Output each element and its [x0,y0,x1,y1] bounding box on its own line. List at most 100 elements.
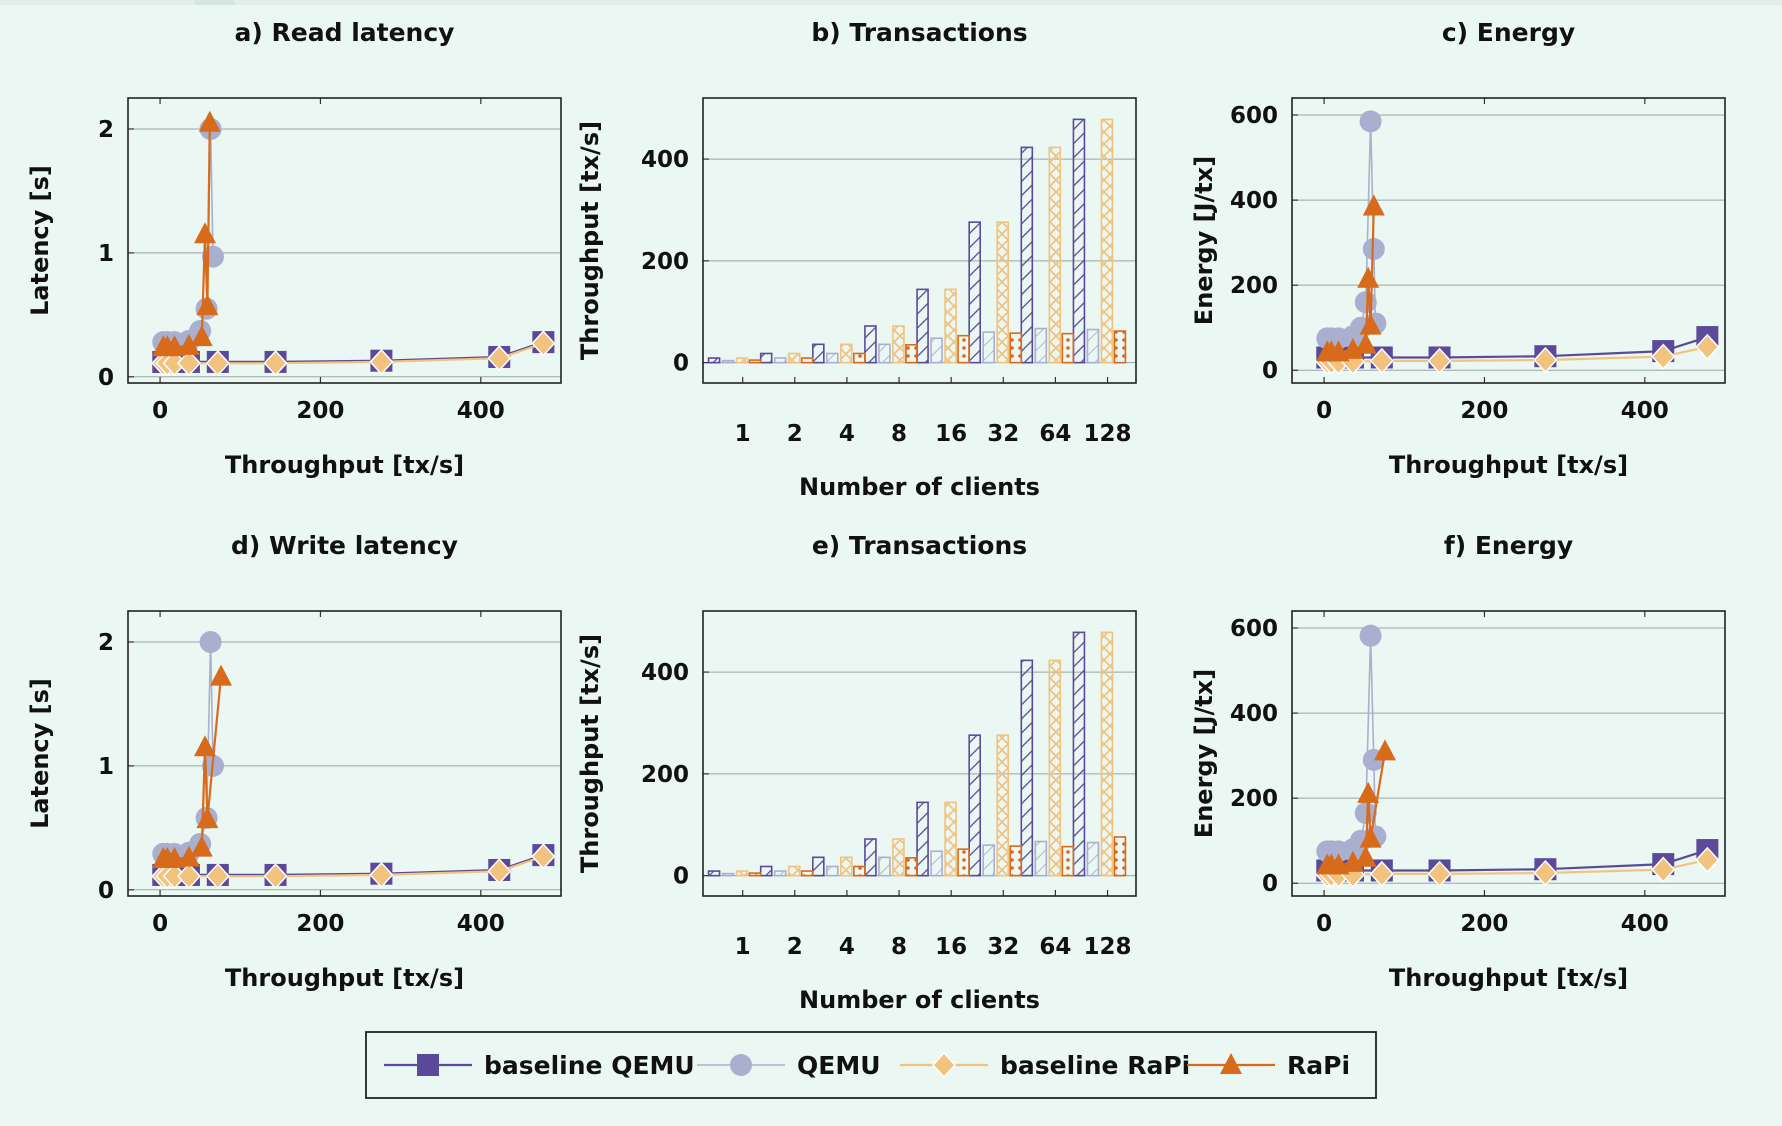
data-point [198,110,221,132]
data-point [190,325,213,347]
y-axis-label: Latency [s] [26,165,54,316]
bar [968,221,981,364]
x-axis-label: Number of clients [799,473,1040,501]
legend-label: QEMU [797,1051,881,1080]
x-tick-label: 128 [1084,934,1132,960]
bar [982,331,995,364]
x-tick-label: 400 [1621,398,1669,424]
x-axis-label: Throughput [tx/s] [225,964,464,992]
chart-panel: a) Read latency 0 1 2 0 200 400 Throughput [tx/… [26,18,562,479]
top-strip-tab [195,0,235,5]
data-point [199,630,222,653]
bar [1020,659,1034,877]
x-tick-label: 64 [1039,421,1071,447]
y-tick-label: 2 [98,117,114,143]
y-tick-label: 2 [98,630,114,656]
y-tick-label: 400 [641,147,689,173]
data-point [1357,781,1380,803]
legend-label: RaPi [1287,1051,1350,1080]
data-point [193,735,216,757]
bar [826,352,839,364]
bar [1086,841,1100,877]
data-point [1651,343,1676,370]
bar [1048,659,1062,877]
x-tick-label: 4 [839,421,855,447]
y-tick-label: 0 [673,351,689,377]
data-point [1651,856,1676,883]
x-tick-label: 2 [787,934,803,960]
y-tick-label: 0 [1262,871,1278,897]
plot-area [1315,110,1720,375]
bar [864,838,877,877]
bar [968,734,981,877]
x-tick-label: 4 [839,934,855,960]
chart-panel: d) Write latency 0 1 2 0 200 400 Throughput [tx… [26,531,562,992]
bar [1086,328,1100,364]
data-point [1362,238,1385,261]
y-tick-label: 0 [98,365,114,391]
bar [721,359,735,364]
bar [800,357,814,364]
bar [1072,631,1086,877]
data-point [1359,624,1382,647]
x-tick-label: 400 [1621,911,1669,937]
data-point [1427,860,1452,887]
bar [1100,631,1114,877]
plot-frame [702,97,1137,384]
bar [787,865,801,877]
bar [1113,836,1127,877]
data-point [1354,332,1377,354]
x-tick-label: 1 [735,421,751,447]
bar [916,801,929,877]
x-tick-label: 8 [891,934,907,960]
bar [1048,146,1062,364]
x-axis-label: Throughput [tx/s] [225,451,464,479]
bar [930,850,943,877]
chart-panel: f) Energy 0 200 400 600 0 200 400 Throughput [tx… [1190,531,1726,992]
plot-area [151,630,556,890]
bar [1020,146,1034,364]
legend-marker [1220,1053,1242,1074]
x-axis-label: Number of clients [799,986,1040,1014]
data-point [369,348,394,376]
bar [1113,330,1127,364]
bar [1061,845,1075,877]
data-point [163,846,186,868]
data-point [487,858,512,885]
bar [1009,845,1022,877]
y-tick-label: 400 [1230,701,1278,727]
data-point [176,863,201,890]
plot-frame [1291,97,1726,384]
bar [916,288,929,364]
bar [707,357,721,364]
data-point [1369,347,1394,374]
x-tick-label: 16 [935,934,967,960]
bar [812,856,825,877]
bar [812,343,825,364]
bar [853,865,866,877]
bar [1100,118,1114,364]
data-point [369,861,394,889]
y-tick-label: 1 [98,241,114,267]
bar [840,856,853,877]
data-point [1354,291,1377,314]
data-point [177,845,200,867]
plot-frame [127,97,562,384]
data-point [1362,194,1385,216]
data-point [196,294,219,316]
x-axis-label: Throughput [tx/s] [1389,964,1628,992]
chart-panel: c) Energy 0 200 400 600 0 200 400 Throughput [tx… [1190,18,1726,479]
y-tick-label: 200 [641,762,689,788]
y-tick-label: 0 [1262,358,1278,384]
x-tick-label: 200 [296,911,344,937]
y-tick-label: 0 [673,864,689,890]
legend-marker [730,1054,752,1076]
plot-frame [127,610,562,897]
bar [840,343,853,364]
y-tick-label: 200 [1230,786,1278,812]
bar [826,865,839,877]
data-point [163,335,186,357]
x-axis-label: Throughput [tx/s] [1389,451,1628,479]
data-point [193,222,216,244]
data-point [1369,860,1394,887]
